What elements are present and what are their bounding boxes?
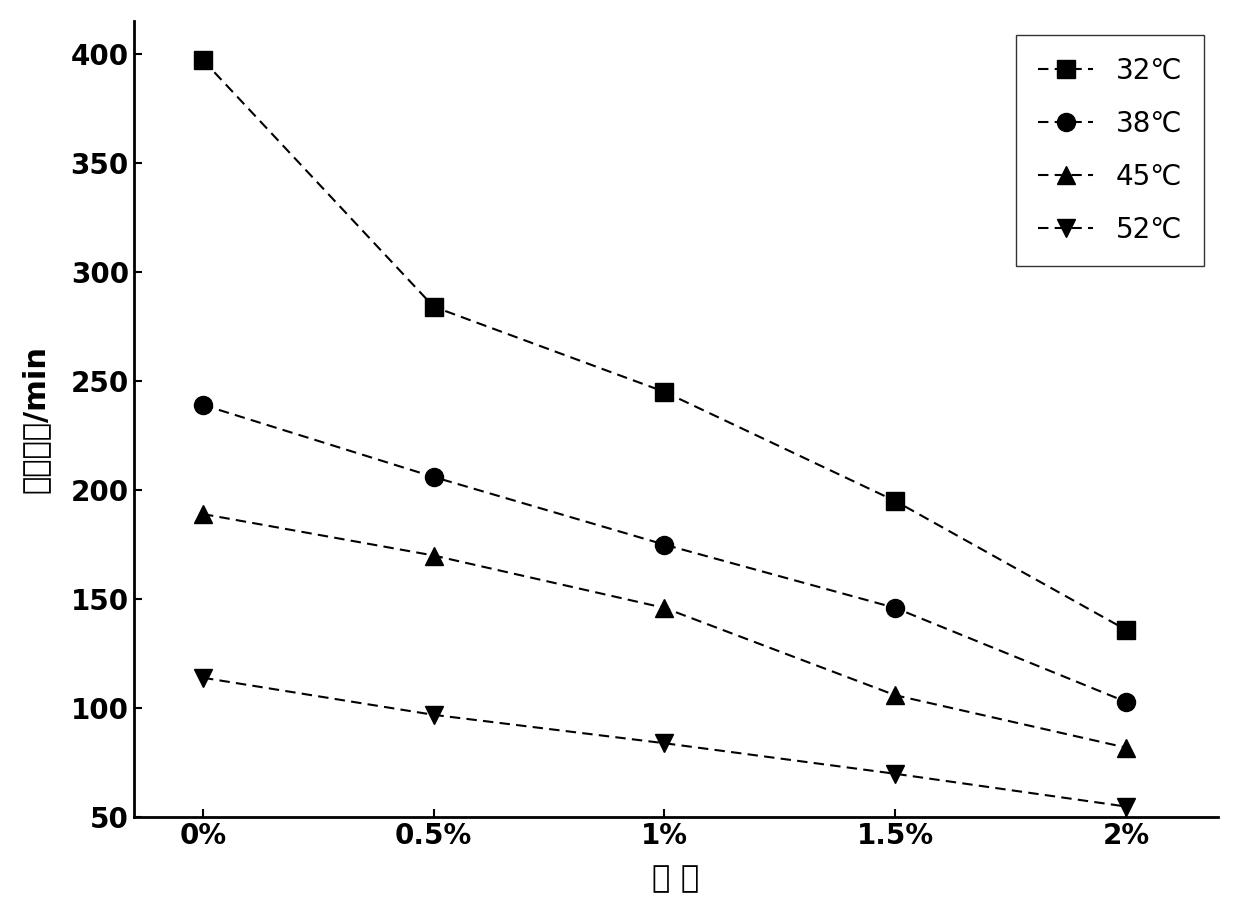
Line: 38℃: 38℃ <box>195 396 1135 711</box>
38℃ <box>1119 696 1134 707</box>
45℃ <box>426 550 441 561</box>
Legend: 32℃, 38℃, 45℃, 52℃: 32℃, 38℃, 45℃, 52℃ <box>1016 35 1204 266</box>
38℃ <box>657 539 672 550</box>
X-axis label: 加 量: 加 量 <box>653 864 700 893</box>
45℃ <box>1119 742 1134 753</box>
38℃ <box>887 602 902 613</box>
32℃ <box>196 55 211 66</box>
52℃ <box>657 738 672 749</box>
Line: 45℃: 45℃ <box>195 505 1135 757</box>
32℃ <box>426 302 441 313</box>
45℃ <box>887 690 902 701</box>
32℃ <box>657 387 672 398</box>
Y-axis label: 稠化时间/min: 稠化时间/min <box>21 345 50 494</box>
32℃ <box>887 495 902 506</box>
52℃ <box>1119 801 1134 812</box>
52℃ <box>426 709 441 720</box>
38℃ <box>196 399 211 410</box>
Line: 52℃: 52℃ <box>195 669 1135 815</box>
52℃ <box>196 673 211 684</box>
32℃ <box>1119 624 1134 635</box>
52℃ <box>887 769 902 780</box>
45℃ <box>196 508 211 519</box>
45℃ <box>657 602 672 613</box>
Line: 32℃: 32℃ <box>195 51 1135 639</box>
38℃ <box>426 472 441 483</box>
